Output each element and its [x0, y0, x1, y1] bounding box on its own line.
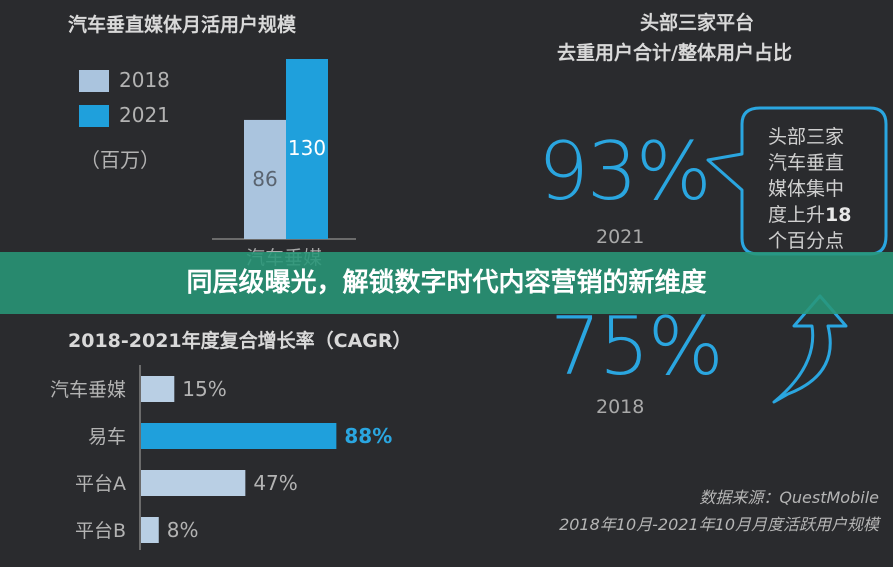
chart1-bar-2021 — [286, 59, 328, 239]
chart2-bar-2 — [141, 470, 246, 496]
legend-swatch-2021 — [79, 105, 109, 127]
banner-text: 同层级曝光，解锁数字时代内容营销的新维度 — [186, 268, 707, 298]
chart2-svg: 汽车垂媒 15% 易车 88% 平台A 47% 平台B 8% — [50, 365, 392, 550]
bubble-line1: 头部三家 — [768, 126, 845, 148]
bubble-line4: 度上升18 — [768, 202, 878, 228]
chart2-category-label-2: 平台A — [75, 473, 126, 495]
stat-2021-year: 2021 — [596, 226, 645, 248]
legend-label-2018: 2018 — [119, 68, 170, 92]
headline-banner: 同层级曝光，解锁数字时代内容营销的新维度 — [0, 252, 893, 314]
right-title-line2: 去重用户合计/整体用户占比 — [557, 42, 792, 64]
chart1-unit: （百万） — [80, 148, 160, 172]
bubble-line3: 媒体集中 — [768, 178, 845, 200]
source-line2: 2018年10月-2021年10月月度活跃用户规模 — [559, 515, 879, 534]
right-title-line1: 头部三家平台 — [640, 12, 755, 34]
stat-2021-value: 93% — [538, 125, 712, 218]
chart2-bar-3 — [141, 517, 159, 543]
chart2-value-label-1: 88% — [344, 424, 392, 448]
chart2-value-label-0: 15% — [182, 377, 226, 401]
bubble-line5: 个百分点 — [768, 230, 845, 252]
source-line1: 数据来源：QuestMobile — [699, 488, 879, 507]
chart2-category-label-0: 汽车垂媒 — [50, 379, 126, 401]
chart1-value-label-2018: 86 — [252, 167, 277, 191]
chart2-category-label-3: 平台B — [75, 520, 126, 542]
bubble-text: 头部三家 汽车垂直 媒体集中 度上升18 个百分点 — [768, 124, 878, 254]
chart1-bar-2018 — [244, 119, 286, 239]
bubble-line4-prefix: 度上升 — [768, 204, 826, 226]
chart1-title: 汽车垂直媒体月活用户规模 — [68, 14, 297, 36]
bubble-line4-num: 18 — [825, 204, 852, 226]
legend-label-2021: 2021 — [119, 103, 170, 127]
stat-2018-year: 2018 — [596, 396, 645, 418]
chart2-value-label-2: 47% — [253, 471, 297, 495]
chart2-title: 2018-2021年度复合增长率（CAGR） — [68, 330, 412, 352]
legend-swatch-2018 — [79, 70, 109, 92]
chart2-bar-1 — [141, 423, 337, 449]
chart1-value-label-2021: 130 — [288, 136, 326, 160]
chart2-category-label-1: 易车 — [88, 426, 126, 448]
chart2-value-label-3: 8% — [167, 518, 199, 542]
chart2-bar-0 — [141, 376, 175, 402]
bubble-line2: 汽车垂直 — [768, 152, 845, 174]
stat-2018-value: 75% — [550, 300, 724, 393]
